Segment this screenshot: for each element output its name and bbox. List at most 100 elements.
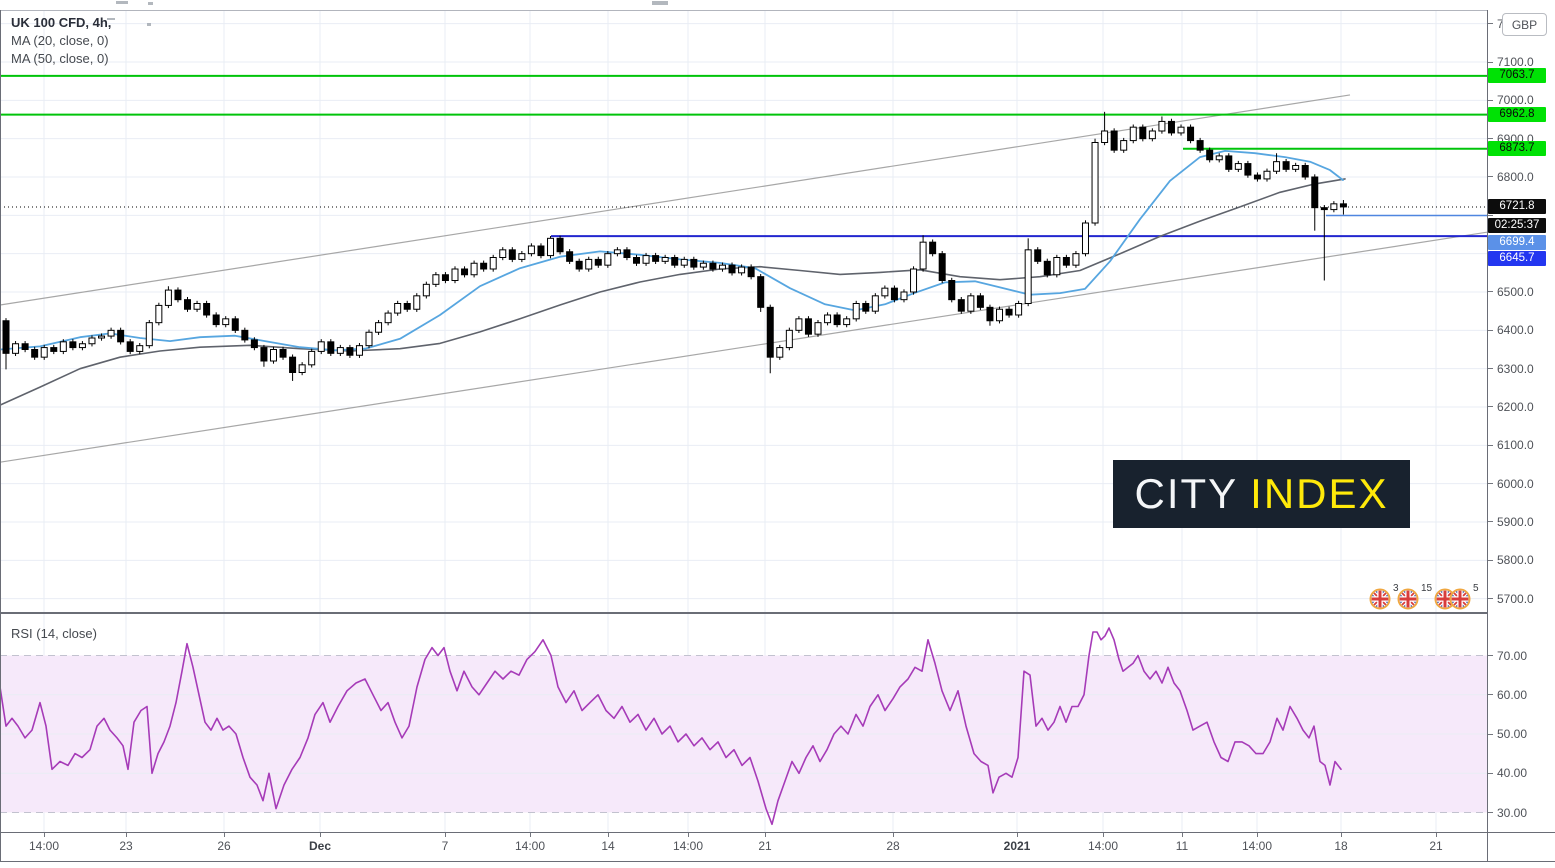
resistance-label-2: 6962.8 [1488,107,1546,123]
candle [375,319,383,335]
candle [59,339,67,355]
time-tick [320,833,321,837]
rsi-line [0,627,1342,826]
time-tick [1436,833,1437,837]
time-axis-label: 21 [758,839,772,853]
candle [1282,158,1290,173]
candle [747,264,755,280]
symbol-title[interactable]: UK 100 CFD, 4h, [11,15,112,30]
ma20-legend[interactable]: MA (20, close, 0) [11,33,109,48]
currency-toggle-button[interactable]: GBP [1502,13,1547,36]
candle [69,339,77,351]
trend-channel-line[interactable] [0,94,1351,306]
candle [50,344,58,355]
candle [1320,204,1328,281]
rsi-pane[interactable] [0,613,1487,833]
time-axis-label: 14:00 [1087,839,1119,853]
candle [1292,162,1300,173]
price-tick [1488,444,1493,446]
price-tick-label: 7000.0 [1497,93,1534,108]
candle [556,235,564,255]
candle [394,300,402,316]
time-tick [1341,833,1342,837]
time-axis-label: 14:00 [672,839,704,853]
logo-text-city: CITY [1134,470,1239,517]
price-tick [1488,214,1493,216]
candle [470,260,478,278]
chart-legend: UK 100 CFD, 4h, MA (20, close, 0) MA (50… [11,14,111,68]
time-axis[interactable]: 14:00 23 26 Dec 7 14:00 14 14:00 21 28 2021 14:00 11… [0,833,1487,861]
candle [1024,238,1032,307]
candle [269,346,277,364]
support-label-1: 6699.4 [1488,235,1546,250]
candle [566,249,574,265]
price-tick [1488,368,1493,370]
candle [967,293,975,314]
candle [738,264,746,276]
candle [680,256,688,268]
candle [1081,220,1089,257]
candle [804,316,812,337]
candle [117,327,125,345]
candle [900,289,908,303]
candle [355,342,363,358]
time-tick [688,833,689,837]
price-tick-label: 6000.0 [1497,476,1534,491]
candle [824,312,832,326]
candle [1234,160,1242,173]
candle [1139,124,1147,142]
trend-channel-line[interactable] [0,231,1487,463]
support-label-2: 6645.7 [1488,251,1546,266]
candle [88,335,96,347]
candle [661,254,669,265]
candle [929,239,937,257]
price-tick [1488,329,1493,331]
price-tick-label: 6500.0 [1497,284,1534,299]
rsi-tick [1488,812,1493,813]
time-tick [1182,833,1183,837]
candle [585,256,593,272]
candle [12,341,20,357]
candle [1148,128,1156,142]
candle [203,300,211,318]
ma50-line [0,178,1346,406]
candle [126,339,134,355]
candle [938,250,946,284]
candle [98,333,106,341]
candle [919,235,927,272]
candle [1005,306,1013,318]
candle [671,254,679,268]
candle [155,302,163,326]
candle [78,341,86,351]
candle [212,312,220,328]
candle [518,250,526,263]
ma50-legend[interactable]: MA (50, close, 0) [11,51,109,66]
candle [1101,111,1109,146]
price-tick [1488,559,1493,561]
candle [1072,250,1080,268]
main-chart-pane[interactable] [0,0,1487,613]
time-axis-label: 7 [441,839,449,853]
pane-separator[interactable] [0,612,1487,614]
candle [2,318,10,370]
candle [193,300,201,312]
candle [222,316,230,328]
time-tick [224,833,225,837]
price-tick [1488,176,1493,178]
candle [250,337,258,351]
candle [1311,174,1319,231]
candle [1129,124,1137,144]
candle [1187,124,1195,144]
price-axis[interactable]: GBP 7200.07100.07000.06900.06800.06500.0… [1488,0,1555,868]
rsi-legend[interactable]: RSI (14, close) [11,626,97,641]
price-tick [1488,23,1493,25]
price-tick-label: 6100.0 [1497,438,1534,453]
candle [413,293,421,312]
resistance-label-1: 7063.7 [1488,68,1546,84]
price-tick [1488,61,1493,63]
candle [718,262,726,272]
candle [1225,153,1233,173]
candle [957,296,965,314]
candle [241,327,249,343]
